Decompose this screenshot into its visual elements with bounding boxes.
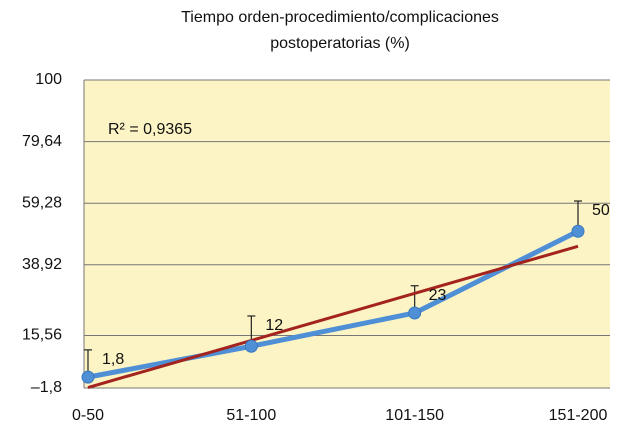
value-label: 23	[429, 287, 447, 304]
y-tick-label: 59,28	[22, 194, 62, 211]
y-tick-label: 38,92	[22, 256, 62, 273]
y-tick-label: 79,64	[22, 133, 62, 150]
value-label: 50	[592, 202, 610, 219]
y-tick-label: 100	[35, 71, 62, 88]
y-tick-label: 15,56	[22, 327, 62, 344]
marker	[81, 370, 95, 384]
plot-area	[84, 80, 610, 388]
series-line	[87, 229, 580, 380]
x-tick-label: 0-50	[72, 407, 104, 424]
marker	[571, 224, 585, 238]
value-label: 12	[265, 317, 283, 334]
value-label: 1,8	[102, 351, 124, 368]
marker	[244, 339, 258, 353]
x-tick-label: 151-200	[549, 407, 608, 424]
chart-title: Tiempo orden-procedimiento/complicacione…	[181, 9, 499, 26]
x-tick-label: 51-100	[226, 407, 276, 424]
y-tick-label: –1,8	[31, 379, 62, 396]
chart-title: postoperatorias (%)	[270, 35, 410, 52]
trendline	[87, 244, 579, 389]
marker	[408, 306, 422, 320]
annotation: R² = 0,9365	[108, 121, 192, 138]
x-tick-label: 101-150	[385, 407, 444, 424]
